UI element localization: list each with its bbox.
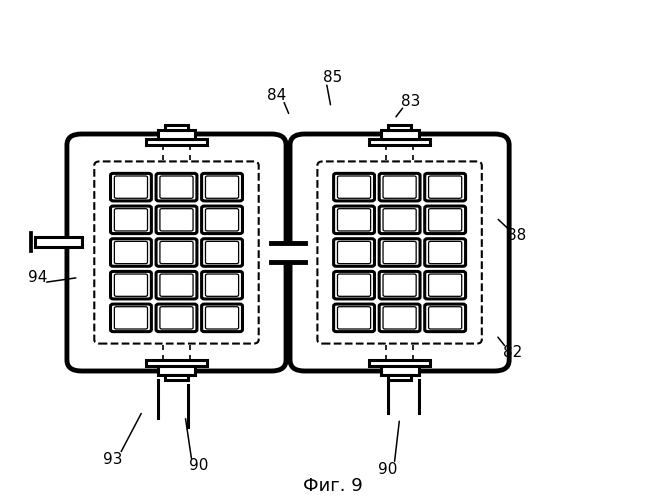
FancyBboxPatch shape (202, 304, 242, 332)
FancyBboxPatch shape (429, 208, 462, 231)
FancyBboxPatch shape (115, 274, 147, 296)
FancyBboxPatch shape (202, 238, 242, 266)
Bar (158, 130, 196, 138)
FancyBboxPatch shape (67, 134, 286, 371)
Text: 93: 93 (103, 452, 123, 466)
Text: 94: 94 (27, 270, 47, 285)
FancyBboxPatch shape (156, 238, 197, 266)
Text: 85: 85 (324, 70, 342, 85)
Bar (381, 130, 419, 138)
Bar (381, 366, 419, 374)
FancyBboxPatch shape (338, 208, 370, 231)
FancyBboxPatch shape (429, 274, 462, 296)
FancyBboxPatch shape (111, 174, 151, 201)
FancyBboxPatch shape (383, 176, 416, 199)
FancyBboxPatch shape (383, 274, 416, 296)
FancyBboxPatch shape (429, 306, 462, 329)
FancyBboxPatch shape (111, 272, 151, 299)
Text: 82: 82 (503, 345, 522, 360)
FancyBboxPatch shape (334, 304, 374, 332)
Bar (146, 138, 207, 145)
FancyBboxPatch shape (160, 208, 193, 231)
FancyBboxPatch shape (202, 206, 242, 234)
FancyBboxPatch shape (379, 174, 420, 201)
Bar (369, 360, 430, 366)
Bar (272, 243, 304, 262)
FancyBboxPatch shape (160, 242, 193, 264)
FancyBboxPatch shape (429, 176, 462, 199)
Bar (35, 236, 82, 247)
FancyBboxPatch shape (425, 206, 466, 234)
Text: 84: 84 (267, 88, 286, 102)
FancyBboxPatch shape (115, 208, 147, 231)
FancyBboxPatch shape (160, 306, 193, 329)
FancyBboxPatch shape (115, 306, 147, 329)
FancyBboxPatch shape (338, 176, 370, 199)
FancyBboxPatch shape (338, 242, 370, 264)
Bar (369, 138, 430, 145)
FancyBboxPatch shape (111, 304, 151, 332)
Text: 88: 88 (507, 228, 525, 242)
FancyBboxPatch shape (383, 306, 416, 329)
FancyBboxPatch shape (156, 174, 197, 201)
FancyBboxPatch shape (379, 206, 420, 234)
Bar (388, 374, 411, 380)
FancyBboxPatch shape (379, 272, 420, 299)
FancyBboxPatch shape (290, 134, 509, 371)
FancyBboxPatch shape (206, 208, 238, 231)
Bar (158, 366, 196, 374)
FancyBboxPatch shape (206, 242, 238, 264)
FancyBboxPatch shape (334, 238, 374, 266)
Bar (146, 360, 207, 366)
FancyBboxPatch shape (111, 238, 151, 266)
FancyBboxPatch shape (383, 208, 416, 231)
FancyBboxPatch shape (379, 238, 420, 266)
FancyBboxPatch shape (338, 306, 370, 329)
FancyBboxPatch shape (156, 304, 197, 332)
Text: Фиг. 9: Фиг. 9 (303, 477, 363, 495)
FancyBboxPatch shape (425, 304, 466, 332)
FancyBboxPatch shape (334, 206, 374, 234)
FancyBboxPatch shape (160, 274, 193, 296)
FancyBboxPatch shape (429, 242, 462, 264)
FancyBboxPatch shape (202, 272, 242, 299)
FancyBboxPatch shape (156, 272, 197, 299)
FancyBboxPatch shape (338, 274, 370, 296)
FancyBboxPatch shape (425, 272, 466, 299)
FancyBboxPatch shape (206, 274, 238, 296)
FancyBboxPatch shape (334, 272, 374, 299)
Bar (165, 374, 188, 380)
FancyBboxPatch shape (206, 306, 238, 329)
FancyBboxPatch shape (111, 206, 151, 234)
FancyBboxPatch shape (425, 238, 466, 266)
FancyBboxPatch shape (115, 176, 147, 199)
Text: 90: 90 (378, 462, 398, 476)
FancyBboxPatch shape (160, 176, 193, 199)
FancyBboxPatch shape (202, 174, 242, 201)
Bar (165, 125, 188, 130)
FancyBboxPatch shape (206, 176, 238, 199)
Text: 90: 90 (188, 458, 208, 473)
FancyBboxPatch shape (425, 174, 466, 201)
FancyBboxPatch shape (334, 174, 374, 201)
FancyBboxPatch shape (379, 304, 420, 332)
FancyBboxPatch shape (156, 206, 197, 234)
Bar (388, 125, 411, 130)
FancyBboxPatch shape (115, 242, 147, 264)
Text: 83: 83 (401, 94, 421, 108)
FancyBboxPatch shape (383, 242, 416, 264)
